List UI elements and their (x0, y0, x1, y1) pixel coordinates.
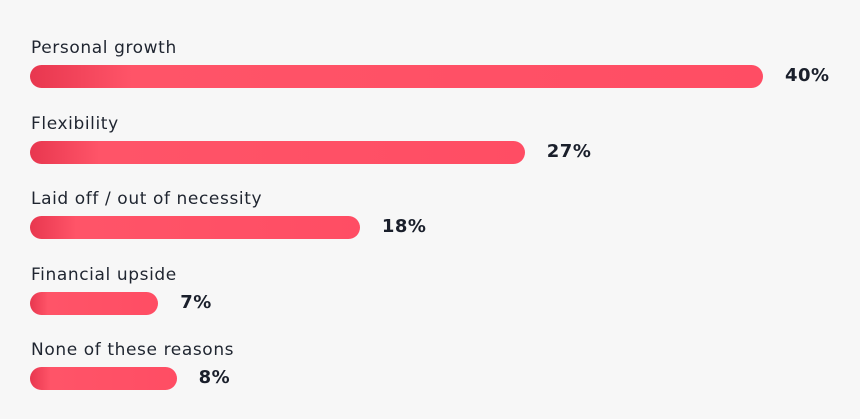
bar (30, 291, 159, 315)
bar (30, 367, 177, 390)
value-label: 40% (785, 65, 830, 86)
category-label: Flexibility (31, 113, 119, 134)
category-label: None of these reasons (31, 340, 235, 360)
category-label: Financial upside (31, 264, 177, 285)
value-label: 8% (198, 367, 231, 388)
value-label: 27% (546, 140, 592, 162)
value-label: 7% (180, 291, 212, 313)
bar (30, 140, 525, 164)
bar (30, 65, 763, 88)
category-label: Laid off / out of necessity (31, 189, 263, 209)
category-label: Personal growth (31, 38, 177, 58)
bar (30, 216, 360, 239)
value-label: 18% (381, 216, 427, 237)
